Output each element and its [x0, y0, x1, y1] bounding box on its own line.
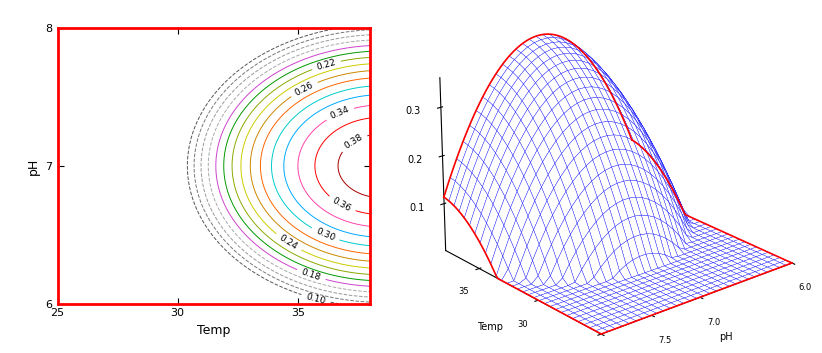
Text: 0.38: 0.38	[343, 132, 364, 151]
Text: 0.22: 0.22	[316, 58, 337, 72]
Text: 0.18: 0.18	[300, 268, 322, 282]
Text: 0.24: 0.24	[278, 233, 299, 252]
Y-axis label: pH: pH	[27, 157, 40, 174]
Y-axis label: Temp: Temp	[477, 322, 503, 333]
X-axis label: Temp: Temp	[197, 324, 230, 337]
Text: 0.36: 0.36	[330, 196, 353, 214]
Text: 0.34: 0.34	[329, 105, 351, 121]
Text: 0.10: 0.10	[305, 292, 327, 306]
Text: 0.26: 0.26	[293, 80, 315, 97]
Text: 0.30: 0.30	[314, 227, 336, 243]
X-axis label: pH: pH	[719, 331, 732, 342]
